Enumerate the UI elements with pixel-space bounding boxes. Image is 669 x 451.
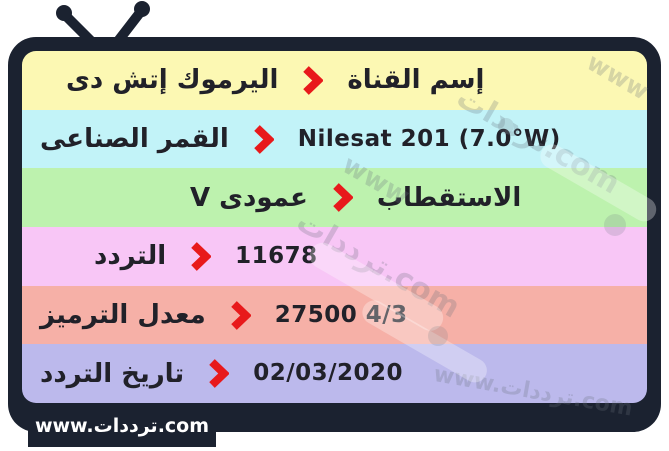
row-value: اليرموك إتش دى — [66, 65, 279, 96]
row-value: 02/03/2020 — [253, 360, 404, 387]
spec-row: تاريخ التردد 02/03/2020 — [22, 344, 647, 403]
chevron-right-icon — [333, 183, 353, 213]
row-value: 11678 — [235, 242, 318, 269]
row-value: 27500 4/3 — [274, 301, 408, 328]
row-label: إسم القناة — [347, 65, 485, 96]
row-label: الاستقطاب — [376, 182, 522, 213]
row-label: معدل الترميز — [40, 300, 206, 331]
spec-row: اليرموك إتش دى إسم القناة — [22, 51, 647, 110]
spec-row: القمر الصناعى Nilesat 201 (7.0°W) — [22, 109, 647, 169]
row-value: عمودى V — [190, 182, 308, 213]
row-label: تاريخ التردد — [40, 358, 185, 389]
website-url: www.ترددات.com — [34, 414, 210, 437]
spec-row: عمودى V الاستقطاب — [22, 168, 647, 228]
chevron-right-icon — [254, 124, 274, 154]
chevron-right-icon — [191, 241, 212, 271]
chevron-right-icon — [209, 359, 230, 389]
spec-row: معدل الترميز 27500 4/3 — [22, 285, 647, 345]
row-label: التردد — [94, 241, 167, 272]
tv-screen: اليرموك إتش دى إسم القناة القمر الصناعى … — [22, 51, 647, 403]
row-label: القمر الصناعى — [40, 124, 229, 154]
website-badge: www.ترددات.com — [28, 404, 216, 447]
tv-frame: اليرموك إتش دى إسم القناة القمر الصناعى … — [8, 37, 661, 432]
chevron-right-icon — [303, 65, 324, 95]
chevron-right-icon — [230, 300, 251, 330]
row-value: Nilesat 201 (7.0°W) — [297, 125, 561, 152]
spec-row: التردد 11678 — [22, 227, 647, 286]
